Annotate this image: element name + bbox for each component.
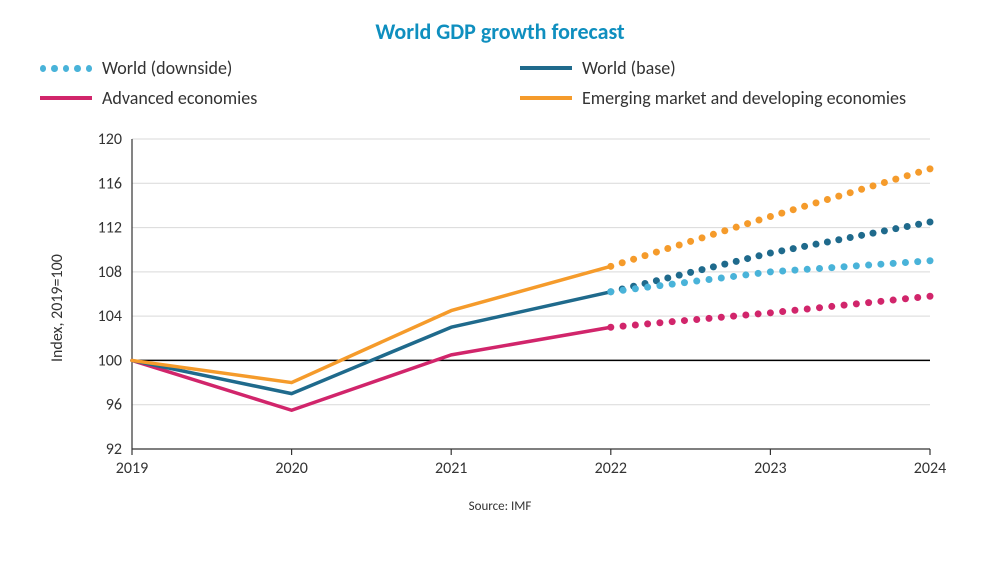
svg-text:116: 116 — [98, 174, 122, 193]
legend-item-advanced: Advanced economies — [40, 87, 480, 109]
chart-svg: 92 96 100 104 108 112 116 120 2019 2020 2021 2022 20… — [40, 129, 960, 489]
svg-text:2023: 2023 — [754, 459, 786, 478]
svg-text:104: 104 — [98, 307, 122, 326]
svg-text:100: 100 — [98, 351, 122, 370]
legend-item-world_downside: World (downside) — [40, 57, 480, 79]
svg-text:2019: 2019 — [116, 459, 148, 478]
legend-item-emerging: Emerging market and developing economies — [520, 87, 960, 109]
legend-swatch — [40, 64, 92, 72]
svg-text:2024: 2024 — [914, 459, 946, 478]
svg-text:96: 96 — [106, 396, 122, 415]
svg-text:108: 108 — [98, 263, 122, 282]
legend-label: Emerging market and developing economies — [582, 87, 906, 109]
plot-area: Index, 2019=100 92 96 100 104 108 112 116 120 20… — [40, 129, 960, 489]
legend-swatch — [520, 66, 572, 70]
svg-text:2022: 2022 — [595, 459, 627, 478]
legend-swatch — [520, 96, 572, 100]
legend-label: World (downside) — [102, 57, 232, 79]
legend: World (downside) World (base) Advanced eco… — [40, 57, 960, 109]
svg-text:120: 120 — [98, 130, 122, 149]
chart-title: World GDP growth forecast — [0, 18, 1000, 45]
svg-text:112: 112 — [98, 219, 122, 238]
legend-label: Advanced economies — [102, 87, 257, 109]
y-axis-title: Index, 2019=100 — [48, 254, 67, 362]
svg-text:2020: 2020 — [275, 459, 307, 478]
chart-source: Source: IMF — [0, 499, 1000, 514]
svg-text:2021: 2021 — [435, 459, 467, 478]
legend-label: World (base) — [582, 57, 676, 79]
svg-text:92: 92 — [106, 440, 122, 459]
legend-swatch — [40, 96, 92, 100]
legend-item-world_base: World (base) — [520, 57, 960, 79]
